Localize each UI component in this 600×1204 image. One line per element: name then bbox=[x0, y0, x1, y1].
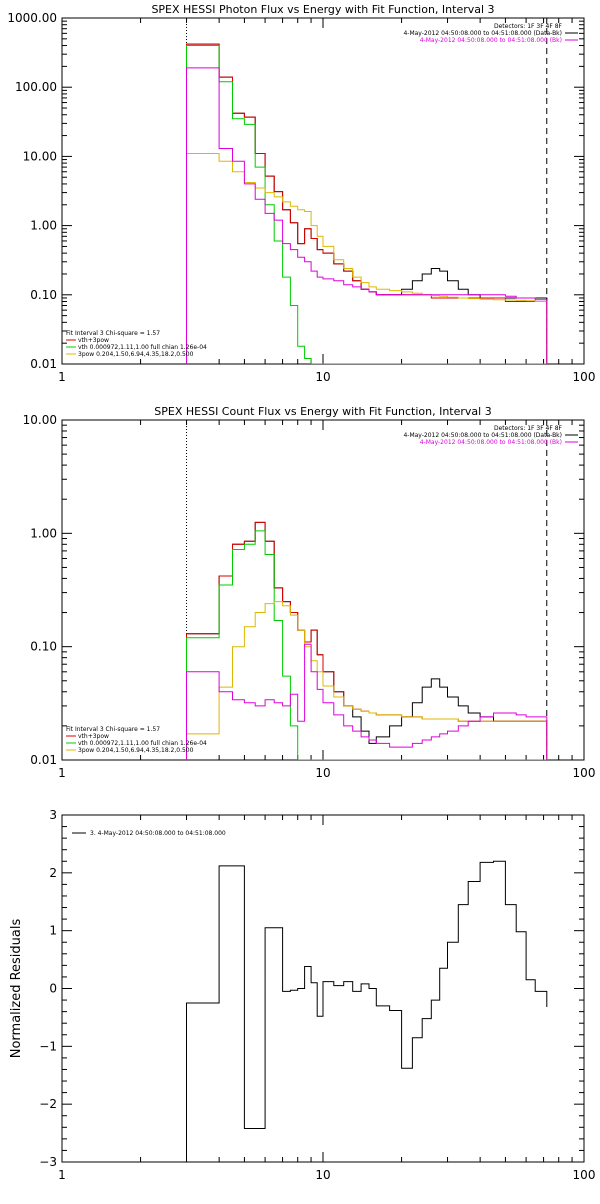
count-series-group bbox=[186, 521, 548, 760]
count-axes-frame bbox=[61, 419, 585, 761]
series-residuals bbox=[186, 860, 548, 1162]
y-tick-label: 0.10 bbox=[30, 640, 57, 654]
series-bk bbox=[186, 67, 548, 364]
y-tick-label: 0 bbox=[49, 982, 57, 996]
residuals-panel: 1 10 100 −3 −2 −1 0 1 2 3 Normalized Residuals 3. 4… bbox=[9, 808, 595, 1182]
x-tick-label: 100 bbox=[573, 1168, 596, 1182]
x-tick-label: 1 bbox=[58, 766, 66, 780]
y-tick-label: 2 bbox=[49, 866, 57, 880]
residuals-ylabel: Normalized Residuals bbox=[9, 919, 24, 1059]
y-tick-label: 0.01 bbox=[30, 753, 57, 767]
y-tick-label: 100.00 bbox=[15, 80, 57, 94]
series-vth-3pow bbox=[186, 521, 548, 760]
header-line: 4-May-2012 04:50:08.000 to 04:51:08.000 … bbox=[403, 432, 562, 439]
photon-title: SPEX HESSI Photon Flux vs Energy with Fi… bbox=[151, 3, 494, 16]
series-vth bbox=[186, 530, 548, 760]
photon-series-group bbox=[186, 43, 548, 364]
y-tick-label: 0.10 bbox=[30, 288, 57, 302]
series-data-bk bbox=[186, 521, 548, 760]
header-line: 4-May-2012 04:50:08.000 to 04:51:08.000 … bbox=[403, 30, 562, 37]
header-line: 4-May-2012 04:50:08.000 to 04:51:08.000 … bbox=[420, 439, 562, 446]
fit-info-line: vth+3pow bbox=[78, 733, 109, 740]
y-tick-label: 3 bbox=[49, 808, 57, 822]
y-tick-label: 1000.00 bbox=[7, 11, 57, 25]
x-tick-label: 1 bbox=[58, 370, 66, 384]
header-line: 4-May-2012 04:50:08.000 to 04:51:08.000 … bbox=[420, 37, 562, 44]
y-tick-label: −1 bbox=[39, 1039, 57, 1053]
residuals-series-group bbox=[186, 860, 548, 1162]
fit-info-line: vth+3pow bbox=[78, 337, 109, 344]
fit-info-line: 3pow 0.204,1.50,6.94,4.35,18.2,0.500 bbox=[78, 747, 194, 754]
series-bk bbox=[186, 643, 548, 760]
series-3pow bbox=[186, 601, 548, 760]
y-tick-label: 0.01 bbox=[30, 357, 57, 371]
y-tick-label: 10.00 bbox=[23, 413, 57, 427]
fit-info-line: Fit Interval 3 Chi-square = 1.57 bbox=[66, 330, 160, 337]
y-tick-label: 1 bbox=[49, 924, 57, 938]
header-line: Detectors: 1F 3F 4F 8F bbox=[494, 23, 563, 30]
count-title: SPEX HESSI Count Flux vs Energy with Fit… bbox=[154, 405, 491, 418]
residual-legend: 3. 4-May-2012 04:50:08.000 to 04:51:08.0… bbox=[90, 830, 226, 837]
x-tick-label: 100 bbox=[573, 370, 596, 384]
fit-info-line: vth 0.000972,1.11,1.00 full chian 1.26e-… bbox=[78, 740, 207, 747]
y-tick-label: −3 bbox=[39, 1155, 57, 1169]
x-tick-label: 10 bbox=[315, 766, 330, 780]
photon-axes-frame bbox=[61, 17, 585, 365]
header-line: Detectors: 1F 3F 4F 8F bbox=[494, 425, 563, 432]
y-tick-label: −2 bbox=[39, 1097, 57, 1111]
x-tick-label: 1 bbox=[58, 1168, 66, 1182]
fit-info-line: 3pow 0.204,1.50,6.94,4.35,18.2,0.500 bbox=[78, 351, 194, 358]
count-panel: SPEX HESSI Count Flux vs Energy with Fit… bbox=[23, 405, 596, 780]
fit-info-line: Fit Interval 3 Chi-square = 1.57 bbox=[66, 726, 160, 733]
x-tick-label: 10 bbox=[315, 370, 330, 384]
series-3pow bbox=[186, 153, 548, 364]
fit-info-line: vth 0.000972,1.11,1.00 full chian 1.26e-… bbox=[78, 344, 207, 351]
y-tick-label: 1.00 bbox=[30, 526, 57, 540]
series-vth bbox=[186, 45, 548, 364]
series-data-bk bbox=[186, 43, 548, 364]
x-tick-label: 100 bbox=[573, 766, 596, 780]
photon-panel: SPEX HESSI Photon Flux vs Energy with Fi… bbox=[7, 3, 595, 384]
y-tick-label: 1.00 bbox=[30, 219, 57, 233]
x-tick-label: 10 bbox=[315, 1168, 330, 1182]
y-tick-label: 10.00 bbox=[23, 149, 57, 163]
series-vth-3pow bbox=[186, 43, 548, 364]
